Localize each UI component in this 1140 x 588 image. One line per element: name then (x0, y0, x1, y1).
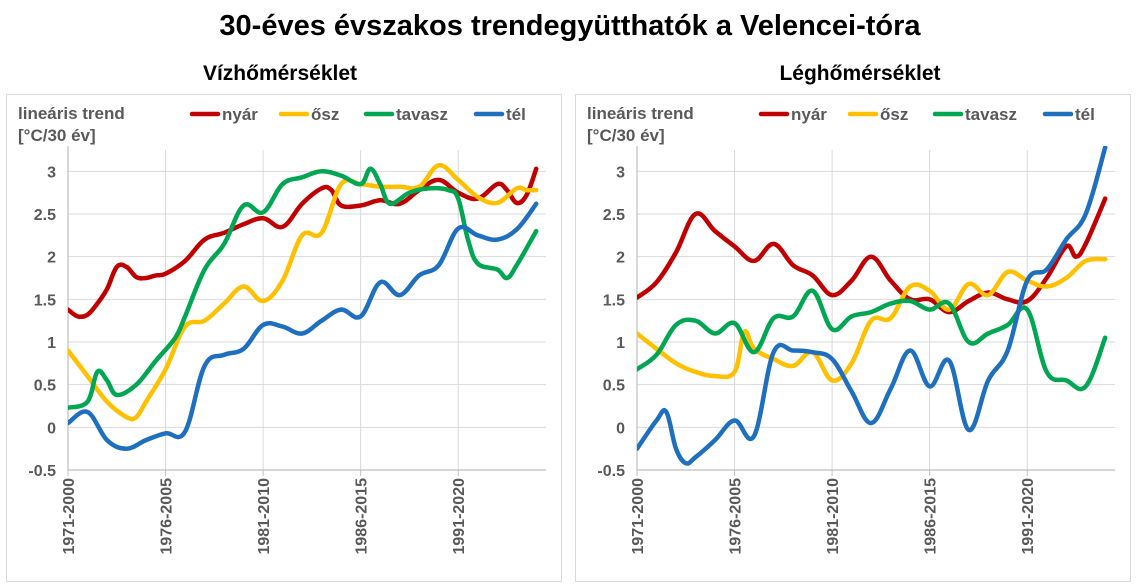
water-temperature-chart: lineáris trend [°C/30 év] -0.5 0 0.5 1 1.5 2 2.5… (6, 94, 562, 582)
y-tick-label: 0 (47, 420, 56, 437)
legend-label-ősz: ősz (880, 105, 908, 124)
series-line-nyár (637, 196, 1108, 315)
series-line-tavasz (68, 166, 539, 410)
y-tick-label: 3 (616, 164, 625, 181)
y-tick-label: 2.5 (34, 207, 56, 224)
y-tick-label: -0.5 (597, 463, 625, 480)
left-chart-title: Vízhőmérséklet (202, 62, 358, 85)
legend-label-tavasz: tavasz (396, 105, 448, 124)
y-tick-label: 0.5 (34, 378, 56, 395)
x-tick-label: 1986-2015 (923, 478, 940, 555)
legend-label-tél: tél (1075, 105, 1095, 124)
series-line-tél (68, 201, 539, 451)
x-tick-label: 1981-2010 (825, 478, 842, 555)
x-tick-label: 1981-2010 (256, 478, 273, 555)
y-axis-label-line1: lineáris trend (587, 104, 694, 123)
y-tick-label: 1.5 (34, 292, 56, 309)
x-tick-label: 1971-2000 (630, 478, 647, 555)
series-line-nyár (68, 166, 539, 320)
series-group (637, 146, 1108, 466)
x-tick-label: 1991-2020 (1020, 478, 1037, 555)
y-axis-label-line1: lineáris trend (18, 104, 125, 123)
y-tick-label: 1 (616, 335, 625, 352)
main-title: 30-éves évszakos trendegyütthatók a Vele… (219, 10, 921, 42)
chart-border (575, 94, 1131, 582)
x-tick-label: 1991-2020 (451, 478, 468, 555)
y-tick-label: 2 (47, 250, 56, 267)
series-group (68, 163, 539, 451)
x-tick-label: 1986-2015 (354, 478, 371, 555)
y-tick-label: 1 (47, 335, 56, 352)
y-tick-label: 0 (616, 420, 625, 437)
series-line-ősz (68, 163, 539, 422)
x-tick-label: 1976-2005 (728, 478, 745, 555)
y-axis-label-line2: [°C/30 év] (587, 126, 665, 145)
y-tick-label: 1.5 (603, 292, 625, 309)
y-tick-label: 0.5 (603, 378, 625, 395)
y-tick-label: -0.5 (28, 463, 56, 480)
right-chart-title: Léghőmérséklet (779, 62, 941, 85)
water-temperature-chart-svg: lineáris trend [°C/30 év] -0.5 0 0.5 1 1.5 2 2.5… (6, 94, 562, 582)
y-tick-label: 2 (616, 250, 625, 267)
air-temperature-chart: lineáris trend [°C/30 év] -0.5 0 0.5 1 1.5 2 2.5… (575, 94, 1131, 582)
x-tick-label: 1971-2000 (61, 478, 78, 555)
legend-label-tavasz: tavasz (965, 105, 1017, 124)
legend-label-nyár: nyár (222, 105, 258, 124)
legend-label-nyár: nyár (791, 105, 827, 124)
air-temperature-chart-svg: lineáris trend [°C/30 év] -0.5 0 0.5 1 1.5 2 2.5… (575, 94, 1131, 582)
y-tick-label: 2.5 (603, 207, 625, 224)
series-line-tél (637, 146, 1108, 466)
y-tick-label: 3 (47, 164, 56, 181)
legend-label-tél: tél (506, 105, 526, 124)
chart-border (6, 94, 562, 582)
x-tick-label: 1976-2005 (159, 478, 176, 555)
legend-label-ősz: ősz (311, 105, 339, 124)
y-axis-label-line2: [°C/30 év] (18, 126, 96, 145)
series-line-tavasz (637, 288, 1108, 392)
